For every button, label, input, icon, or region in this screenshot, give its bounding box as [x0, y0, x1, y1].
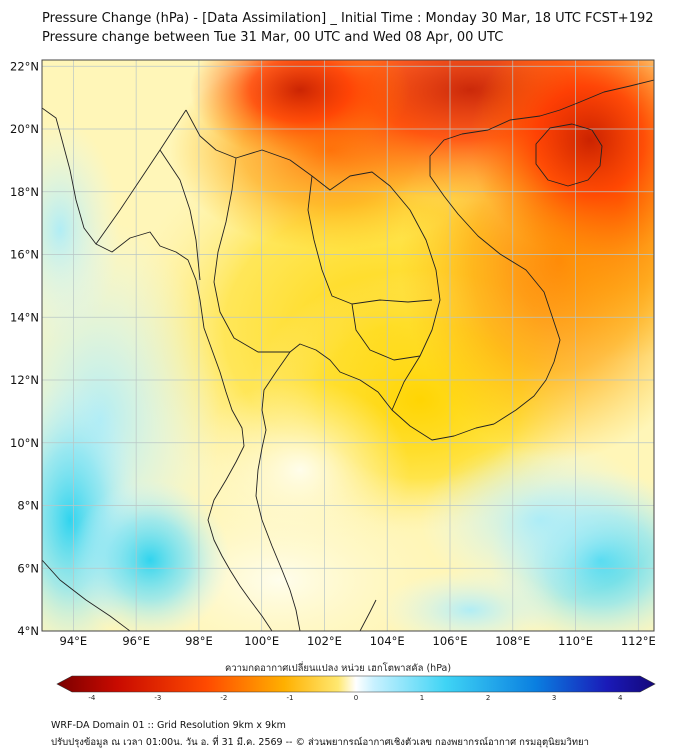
footer-domain-info: WRF-DA Domain 01 :: Grid Resolution 9km … — [51, 720, 286, 731]
lat-tick-label: 4°N — [17, 624, 39, 638]
chart-subtitle: Pressure change between Tue 31 Mar, 00 U… — [42, 30, 504, 45]
colorbar-ticks: -4 -3 -2 -1 0 1 2 3 4 — [88, 694, 623, 702]
colorbar-tick-label: 2 — [486, 694, 490, 702]
lat-tick-label: 8°N — [17, 499, 39, 513]
lon-tick-label: 110°E — [558, 634, 593, 648]
colorbar-gradient — [56, 675, 656, 693]
colorbar-title: ความกดอากาศเปลี่ยนแปลง หน่วย เฮกโตพาสคัล… — [224, 663, 452, 674]
lon-tick-label: 102°E — [307, 634, 342, 648]
lat-tick-label: 16°N — [10, 248, 39, 262]
lat-tick-label: 18°N — [10, 185, 39, 199]
lat-tick-label: 14°N — [10, 310, 39, 324]
lat-tick-label: 10°N — [10, 436, 39, 450]
colorbar-tick-label: 1 — [420, 694, 424, 702]
lon-tick-label: 100°E — [244, 634, 279, 648]
lat-tick-label: 6°N — [17, 561, 39, 575]
colorbar-tick-label: 4 — [618, 694, 623, 702]
map-frame — [41, 59, 655, 632]
coastlines-and-borders — [42, 79, 654, 631]
lon-tick-label: 96°E — [122, 634, 150, 648]
colorbar-tick-label: 3 — [552, 694, 556, 702]
pressure-field — [42, 60, 654, 631]
lat-tick-label: 20°N — [10, 122, 39, 136]
colorbar: -4 -3 -2 -1 0 1 2 3 4 — [56, 675, 656, 702]
colorbar-tick-label: -2 — [220, 694, 227, 702]
colorbar-tick-label: -3 — [154, 694, 161, 702]
longitude-labels: 94°E 96°E 98°E 100°E 102°E 104°E 106°E 108°E 110… — [60, 634, 656, 648]
lon-tick-label: 106°E — [433, 634, 468, 648]
lon-tick-label: 98°E — [185, 634, 213, 648]
lat-tick-label: 22°N — [10, 59, 39, 73]
lon-tick-label: 108°E — [495, 634, 530, 648]
lat-tick-label: 12°N — [10, 373, 39, 387]
lon-tick-label: 94°E — [60, 634, 88, 648]
colorbar-tick-label: 0 — [354, 694, 358, 702]
lon-tick-label: 104°E — [370, 634, 405, 648]
lon-tick-label: 112°E — [621, 634, 656, 648]
colorbar-tick-label: -1 — [286, 694, 293, 702]
chart-title: Pressure Change (hPa) - [Data Assimilati… — [42, 11, 654, 26]
footer-credit: ปรับปรุงข้อมูล ณ เวลา 01:00น. วัน อ. ที่… — [51, 737, 589, 748]
colorbar-tick-label: -4 — [88, 694, 96, 702]
latitude-labels: 22°N 20°N 18°N 16°N 14°N 12°N 10°N 8°N 6°N 4°N — [10, 59, 39, 638]
